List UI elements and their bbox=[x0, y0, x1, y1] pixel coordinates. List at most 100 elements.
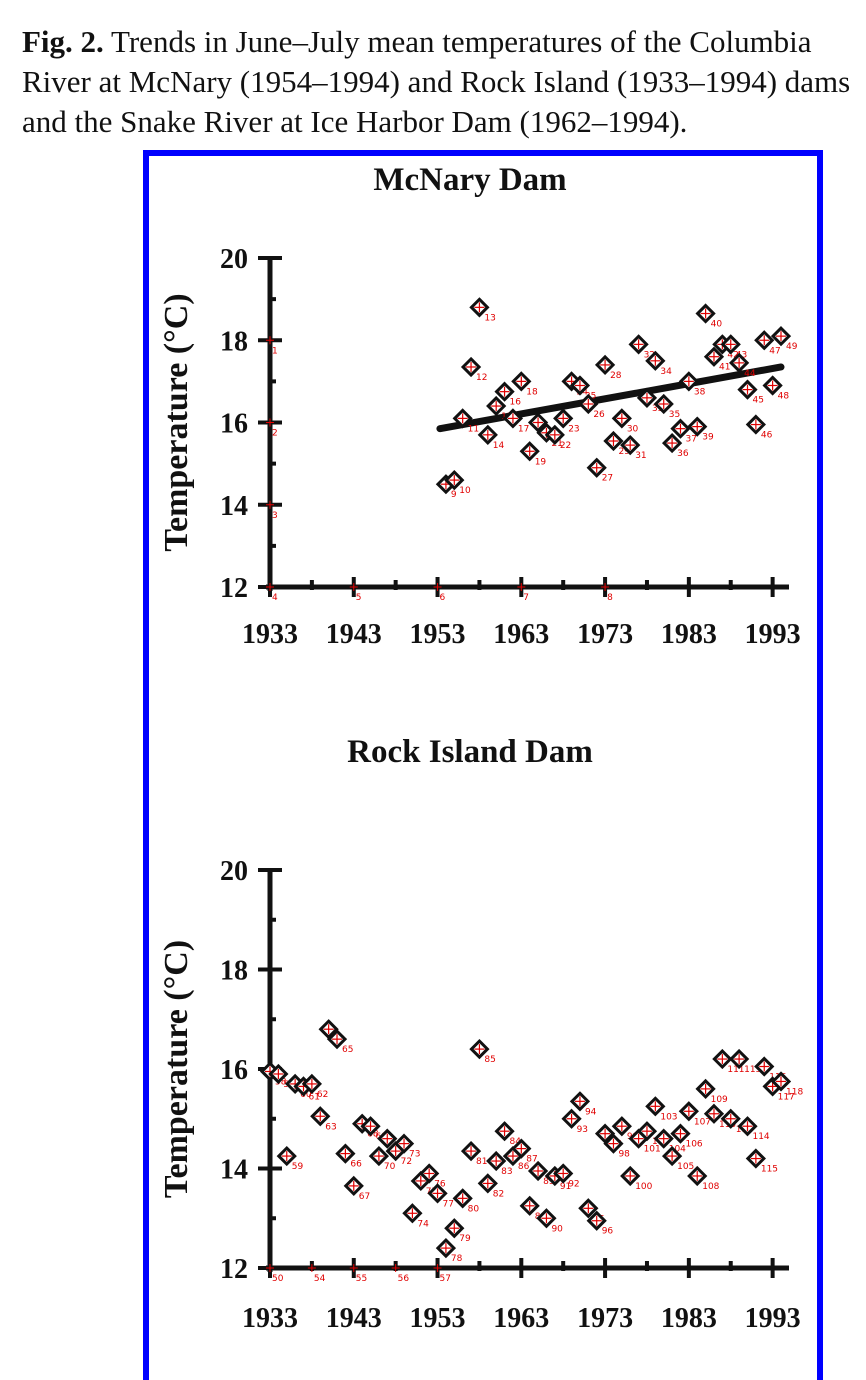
data-point: 74 bbox=[402, 1203, 429, 1229]
data-point: 67 bbox=[343, 1175, 370, 1202]
data-point: 92 bbox=[553, 1163, 580, 1189]
axis-marker-label: 54 bbox=[314, 1274, 326, 1284]
data-point-label: 49 bbox=[786, 342, 798, 352]
data-point-label: 72 bbox=[401, 1157, 412, 1167]
data-point: 36 bbox=[661, 432, 689, 459]
x-tick-label: 1993 bbox=[745, 1303, 801, 1334]
data-point-label: 105 bbox=[677, 1162, 694, 1172]
data-point-label: 81 bbox=[476, 1157, 487, 1167]
x-tick-label: 1963 bbox=[493, 619, 549, 650]
data-point: 59 bbox=[276, 1145, 304, 1172]
data-point-label: 21 bbox=[551, 439, 562, 449]
data-point-label: 33 bbox=[652, 404, 663, 414]
data-point: 63 bbox=[310, 1106, 337, 1132]
data-point-label: 74 bbox=[417, 1219, 429, 1229]
axis-marker-label: 4 bbox=[272, 593, 278, 603]
caption-line-3: and the Snake River at Ice Harbor Dam (1… bbox=[22, 104, 688, 139]
data-point-label: 84 bbox=[510, 1137, 522, 1147]
data-point-label: 67 bbox=[359, 1192, 370, 1202]
data-point: 73 bbox=[393, 1133, 420, 1160]
data-point: 66 bbox=[335, 1143, 362, 1170]
data-point-label: 98 bbox=[618, 1150, 630, 1160]
data-point-label: 45 bbox=[752, 396, 763, 406]
data-point: 19 bbox=[519, 441, 546, 467]
data-point: 93 bbox=[561, 1108, 588, 1135]
data-point: 17 bbox=[502, 408, 529, 434]
data-point: 85 bbox=[469, 1038, 496, 1065]
data-point-label: 104 bbox=[669, 1145, 686, 1155]
data-point: 23 bbox=[553, 408, 580, 434]
data-point-label: 93 bbox=[577, 1125, 588, 1135]
data-point: 27 bbox=[586, 457, 613, 484]
data-point-label: 118 bbox=[786, 1087, 803, 1097]
data-point: 83 bbox=[486, 1150, 513, 1177]
data-point: 104 bbox=[653, 1128, 686, 1155]
data-point-label: 101 bbox=[644, 1145, 661, 1155]
figure-frame bbox=[143, 150, 823, 1380]
data-point: 76 bbox=[419, 1163, 446, 1189]
data-point: 89 bbox=[527, 1160, 555, 1187]
data-point: 39 bbox=[687, 416, 714, 443]
data-point-label: 47 bbox=[769, 346, 780, 356]
chart-title: McNary Dam bbox=[373, 162, 566, 198]
data-point-label: 10 bbox=[459, 486, 471, 496]
x-tick-label: 1983 bbox=[661, 619, 717, 650]
axis-marker-label: 1 bbox=[272, 346, 278, 356]
data-point: 37 bbox=[670, 418, 697, 445]
data-point-label: 90 bbox=[551, 1224, 563, 1234]
data-point-label: 65 bbox=[342, 1045, 353, 1055]
data-point: 78 bbox=[435, 1237, 463, 1264]
data-point-label: 115 bbox=[761, 1165, 778, 1175]
data-point-label: 59 bbox=[292, 1162, 304, 1172]
data-point: 106 bbox=[670, 1123, 703, 1150]
data-point-label: 92 bbox=[568, 1179, 579, 1189]
data-point-label: 30 bbox=[627, 424, 639, 434]
data-point: 100 bbox=[620, 1165, 653, 1192]
x-tick-label: 1963 bbox=[493, 1303, 549, 1334]
data-point-label: 91 bbox=[560, 1182, 571, 1192]
data-point-label: 78 bbox=[451, 1254, 463, 1264]
data-point: 31 bbox=[620, 434, 647, 461]
data-point-label: 48 bbox=[778, 391, 790, 401]
data-point: 82 bbox=[477, 1173, 504, 1199]
data-point: 38 bbox=[678, 371, 706, 397]
data-point-label: 63 bbox=[325, 1122, 336, 1132]
trend-line bbox=[436, 363, 785, 433]
data-point-label: 58 bbox=[275, 1077, 287, 1087]
data-point: 62 bbox=[301, 1073, 328, 1100]
data-point-label: 27 bbox=[602, 474, 613, 484]
data-point-label: 42 bbox=[727, 350, 738, 360]
data-point-label: 41 bbox=[719, 363, 730, 373]
y-tick-label: 18 bbox=[220, 326, 248, 357]
x-tick-label: 1933 bbox=[242, 619, 298, 650]
data-point-label: 113 bbox=[744, 1065, 761, 1075]
data-point-label: 117 bbox=[778, 1092, 795, 1102]
data-point: 98 bbox=[603, 1133, 630, 1160]
data-point-label: 31 bbox=[635, 451, 646, 461]
data-point: 109 bbox=[695, 1078, 728, 1105]
x-tick-label: 1973 bbox=[577, 619, 633, 650]
axis-marker-label: 5 bbox=[356, 593, 362, 603]
x-tick-label: 1953 bbox=[410, 1303, 466, 1334]
data-point-label: 66 bbox=[350, 1160, 362, 1170]
x-tick-label: 1983 bbox=[661, 1303, 717, 1334]
axis-marker-label: 3 bbox=[272, 511, 278, 521]
data-point-label: 111 bbox=[727, 1065, 744, 1075]
data-point: 45 bbox=[737, 379, 764, 406]
x-tick-label: 1933 bbox=[242, 1303, 298, 1334]
data-point: 11 bbox=[452, 408, 479, 434]
data-point: 79 bbox=[444, 1218, 471, 1244]
data-point: 30 bbox=[611, 408, 639, 434]
data-point: 49 bbox=[770, 326, 798, 352]
data-point-label: 12 bbox=[476, 373, 487, 383]
data-point-label: 96 bbox=[602, 1227, 614, 1237]
y-tick-label: 12 bbox=[220, 1254, 248, 1285]
data-point-label: 38 bbox=[694, 387, 706, 397]
data-point-label: 89 bbox=[543, 1177, 555, 1187]
data-point-label: 106 bbox=[685, 1140, 702, 1150]
y-tick-label: 14 bbox=[220, 491, 248, 522]
data-point-label: 60 bbox=[300, 1090, 312, 1100]
axis-marker-label: 57 bbox=[440, 1274, 451, 1284]
data-point-label: 18 bbox=[526, 387, 538, 397]
